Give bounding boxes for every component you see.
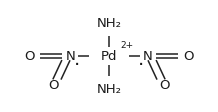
Text: O: O bbox=[48, 79, 58, 92]
Text: ·: · bbox=[74, 56, 80, 75]
Text: O: O bbox=[24, 50, 35, 62]
Text: N: N bbox=[143, 50, 153, 62]
Text: N: N bbox=[65, 50, 75, 62]
Text: NH₂: NH₂ bbox=[97, 83, 121, 96]
Text: Pd: Pd bbox=[101, 50, 117, 62]
Text: 2+: 2+ bbox=[120, 41, 133, 50]
Text: O: O bbox=[160, 79, 170, 92]
Text: O: O bbox=[183, 50, 194, 62]
Text: NH₂: NH₂ bbox=[97, 17, 121, 30]
Text: ·: · bbox=[138, 56, 144, 75]
